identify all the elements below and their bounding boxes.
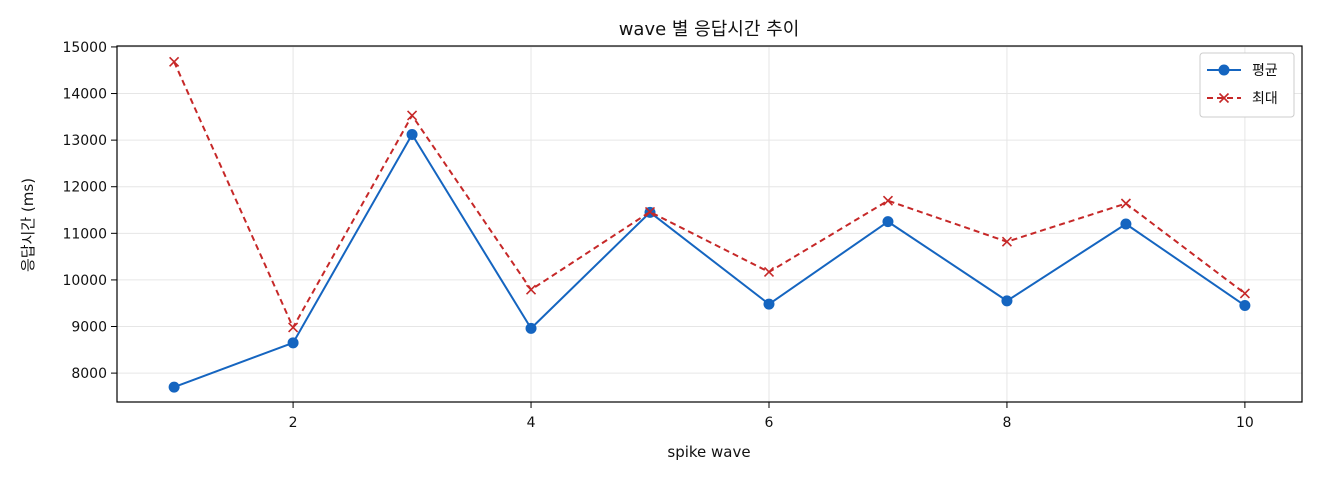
y-tick-label: 11000: [62, 226, 107, 242]
y-tick-label: 10000: [62, 273, 107, 289]
data-point: [525, 322, 537, 334]
chart-title: wave 별 응답시간 추이: [619, 19, 800, 40]
data-point: [763, 298, 775, 310]
y-tick-label: 13000: [62, 133, 107, 149]
data-point: [1120, 198, 1131, 209]
legend-marker: [1218, 92, 1230, 104]
y-tick-label: 14000: [62, 87, 107, 103]
y-axis-title: 응답시간 (ms): [19, 178, 37, 272]
data-point: [406, 110, 418, 121]
y-tick-label: 8000: [71, 366, 107, 382]
data-point: [169, 56, 180, 67]
plot-area-frame: [116, 45, 1303, 403]
data-point: [882, 195, 894, 206]
grid: [117, 46, 1302, 402]
x-axis-title: spike wave: [667, 443, 750, 461]
data-point: [525, 284, 537, 295]
data-point: [287, 337, 299, 349]
data-point: [288, 322, 299, 333]
data-point: [406, 129, 418, 141]
y-tick-label: 15000: [62, 40, 107, 56]
data-point: [644, 206, 656, 217]
legend-label: 최대: [1252, 91, 1278, 107]
series-1: [168, 129, 1251, 393]
x-tick-label: 6: [765, 415, 774, 431]
x-tick-label: 8: [1002, 415, 1011, 431]
data-point: [1239, 288, 1250, 299]
y-tick-label: 12000: [62, 180, 107, 196]
data-point: [1001, 236, 1013, 247]
legend-marker: [1218, 64, 1230, 76]
series-line: [173, 61, 1246, 329]
x-tick-label: 10: [1236, 415, 1254, 431]
series-group: [168, 56, 1251, 393]
data-point: [882, 216, 894, 228]
legend-item: 평균: [1207, 63, 1278, 79]
x-tick-label: 2: [289, 415, 298, 431]
data-point: [763, 266, 775, 278]
data-point: [1001, 295, 1013, 307]
y-tick-label: 9000: [71, 320, 107, 336]
legend-item: 최대: [1207, 91, 1278, 107]
data-point: [168, 381, 180, 393]
legend-label: 평균: [1252, 63, 1278, 79]
series-2: [169, 56, 1250, 333]
x-tick-label: 4: [527, 415, 536, 431]
axis-ticks: 2 4 6 8 10 8000 9000 10000 11000 12000 13000 14000 1…: [62, 40, 1253, 431]
series-line: [173, 133, 1246, 389]
legend-box: [1199, 52, 1295, 118]
data-point: [1239, 300, 1251, 312]
data-point: [1120, 218, 1132, 230]
